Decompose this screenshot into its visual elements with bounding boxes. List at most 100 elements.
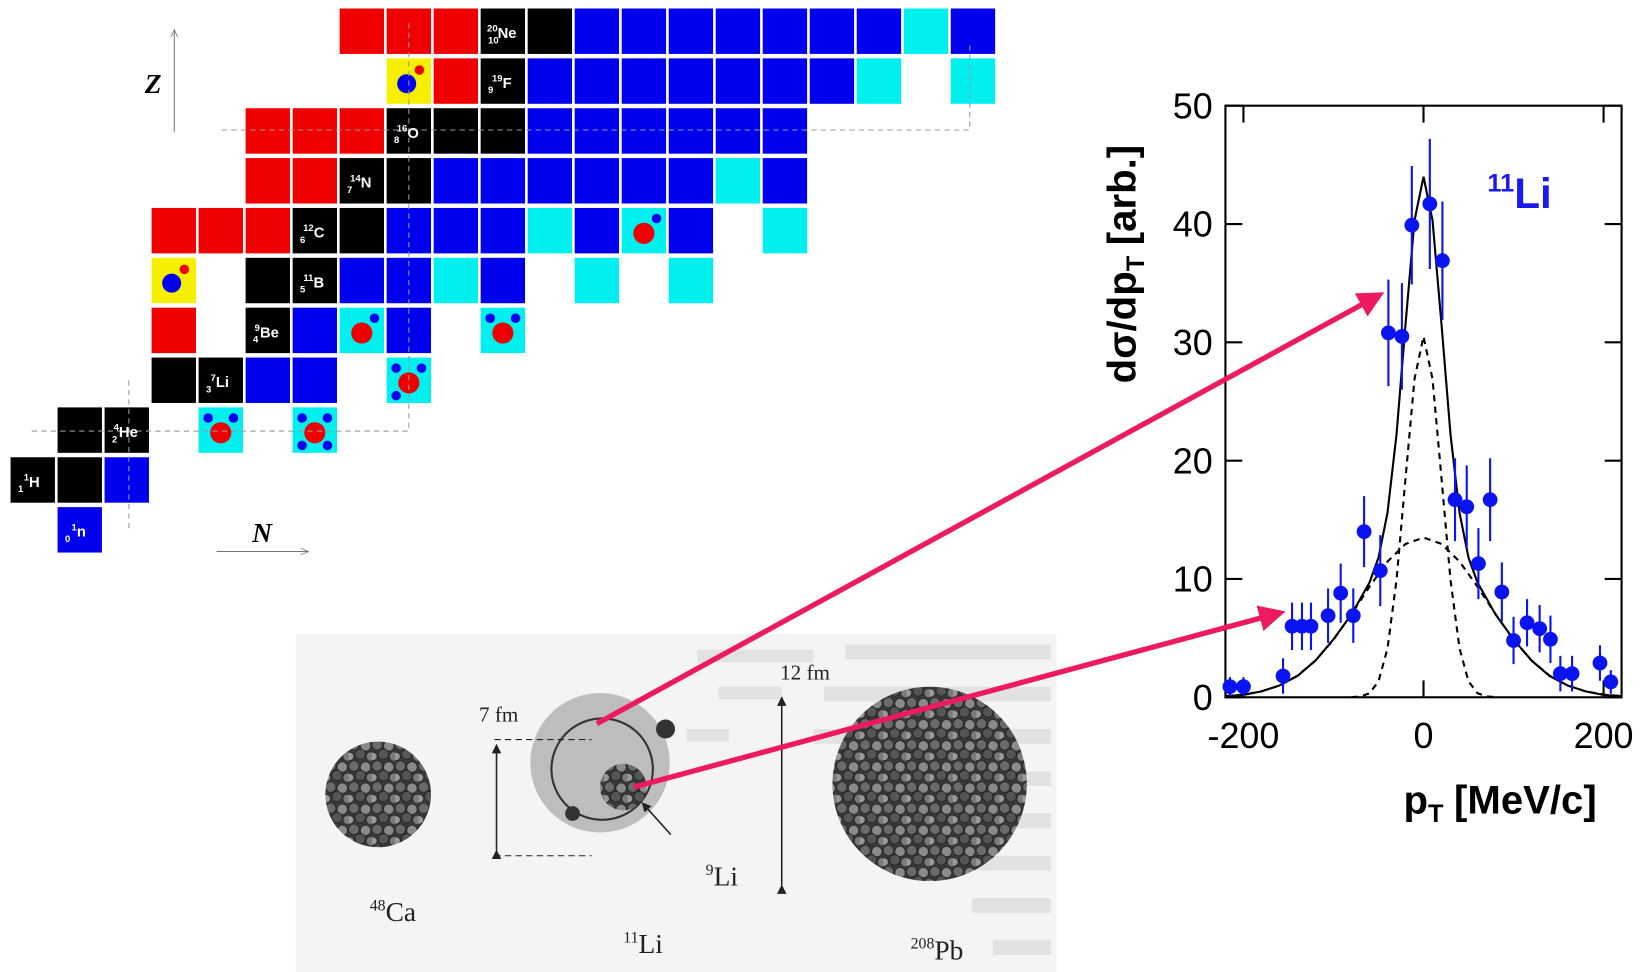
atomic-number: 7 <box>347 185 352 196</box>
halo-core <box>162 274 181 293</box>
symbol: O <box>407 126 419 142</box>
nuclide-cell <box>575 158 619 203</box>
nuclide-cell <box>763 9 807 54</box>
x-tick-label: 200 <box>1574 715 1634 756</box>
nuclide-cell <box>152 208 196 253</box>
y-axis-label: dσ/dpT[arb.] <box>1100 145 1150 384</box>
mass-number: 11 <box>623 929 638 946</box>
halo-neutron <box>485 313 495 323</box>
nuclide-cell <box>434 158 478 203</box>
nuclide-cell <box>763 108 807 153</box>
nuclide-cell <box>340 208 384 253</box>
nuclide-cell <box>293 308 337 353</box>
data-point <box>1395 329 1410 344</box>
data-point <box>1346 608 1361 623</box>
data-point <box>1333 586 1348 601</box>
nuclide-cell <box>481 158 525 203</box>
ca-nucleus <box>325 742 431 848</box>
halo-neutron <box>297 413 307 423</box>
pb-nucleus <box>832 687 1026 881</box>
y-tick-label: 50 <box>1173 85 1213 126</box>
halo-neutron <box>323 441 333 451</box>
symbol: Li <box>1514 170 1552 217</box>
nuclide-cell <box>575 258 619 303</box>
y-tick-label: 0 <box>1193 677 1213 718</box>
halo-neutron <box>417 363 427 373</box>
nuclide-cell <box>951 9 995 54</box>
halo-neutron <box>656 719 675 738</box>
nuclide-cell <box>575 58 619 103</box>
y-tick-label: 30 <box>1173 322 1213 363</box>
radius-label: 7 fm <box>479 703 519 727</box>
data-point <box>1565 666 1580 681</box>
annotation: 11Li <box>1487 169 1551 217</box>
nuclide-cell <box>622 108 666 153</box>
nuclide-cell <box>528 158 572 203</box>
nuclide-cell <box>622 58 666 103</box>
plot-frame <box>1225 106 1621 698</box>
symbol: N <box>361 176 372 192</box>
halo-neutron <box>391 391 401 401</box>
data-point <box>1422 197 1437 212</box>
nuclide-cell <box>58 407 102 452</box>
nuclide-cell <box>152 308 196 353</box>
symbol: Li <box>216 375 229 391</box>
mass-number: 208 <box>911 936 935 953</box>
nuclide-cell <box>763 58 807 103</box>
halo-core <box>210 422 231 443</box>
halo-neutron <box>203 413 213 423</box>
nuclide-cell <box>528 208 572 253</box>
nuclide-cell <box>434 58 478 103</box>
data-point <box>1506 633 1521 648</box>
symbol: Ca <box>386 897 417 927</box>
x-tick-label: -200 <box>1208 715 1280 756</box>
data-point <box>1471 556 1486 571</box>
atomic-number: 1 <box>18 484 24 495</box>
nuclide-cell <box>340 108 384 153</box>
symbol: Ne <box>498 26 517 42</box>
nuclide-cell <box>669 208 713 253</box>
x-label-subscript: T <box>1428 800 1444 828</box>
nuclide-cell <box>669 158 713 203</box>
halo-neutron <box>511 313 521 323</box>
halo-proton <box>180 265 190 275</box>
halo-neutron <box>370 313 380 323</box>
nuclide-cell <box>857 58 901 103</box>
x-label-text: p <box>1403 777 1428 822</box>
nuclide-cell <box>716 158 760 203</box>
nuclide-chart: ZN20Ne1019F916O814N712C611B59Be47Li34He2… <box>11 9 996 553</box>
mass-number: 48 <box>370 898 386 915</box>
symbol: Li <box>714 861 739 891</box>
data-point <box>1373 563 1388 578</box>
nuclide-cell <box>716 9 760 54</box>
data-point <box>1357 524 1372 539</box>
atomic-number: 10 <box>488 35 499 46</box>
nuclide-cell <box>622 9 666 54</box>
atomic-number: 8 <box>394 135 399 146</box>
x-tick-label: 0 <box>1414 715 1434 756</box>
symbol: Pb <box>934 935 963 965</box>
halo-neutron <box>565 806 580 821</box>
x-label-unit: [MeV/c] <box>1454 777 1597 822</box>
nuclide-cell <box>434 258 478 303</box>
nuclide-cell <box>810 9 854 54</box>
nuclide-cell <box>199 208 243 253</box>
nuclide-cell <box>669 108 713 153</box>
mass-number: 20 <box>487 24 498 35</box>
nuclide-cell <box>857 9 901 54</box>
data-point <box>1236 679 1251 694</box>
halo-neutron <box>391 363 401 373</box>
data-point <box>1593 656 1608 671</box>
nuclide-cell <box>810 58 854 103</box>
nuclide-cell <box>575 9 619 54</box>
nuclide-cell <box>528 9 572 54</box>
data-point <box>1494 585 1509 600</box>
nuclide-cell <box>293 108 337 153</box>
nuclide-cell <box>716 58 760 103</box>
data-point <box>1304 619 1319 634</box>
mass-number: 19 <box>492 74 503 85</box>
halo-proton <box>415 65 425 75</box>
nuclide-cell <box>293 358 337 403</box>
nuclide-cell <box>904 9 948 54</box>
